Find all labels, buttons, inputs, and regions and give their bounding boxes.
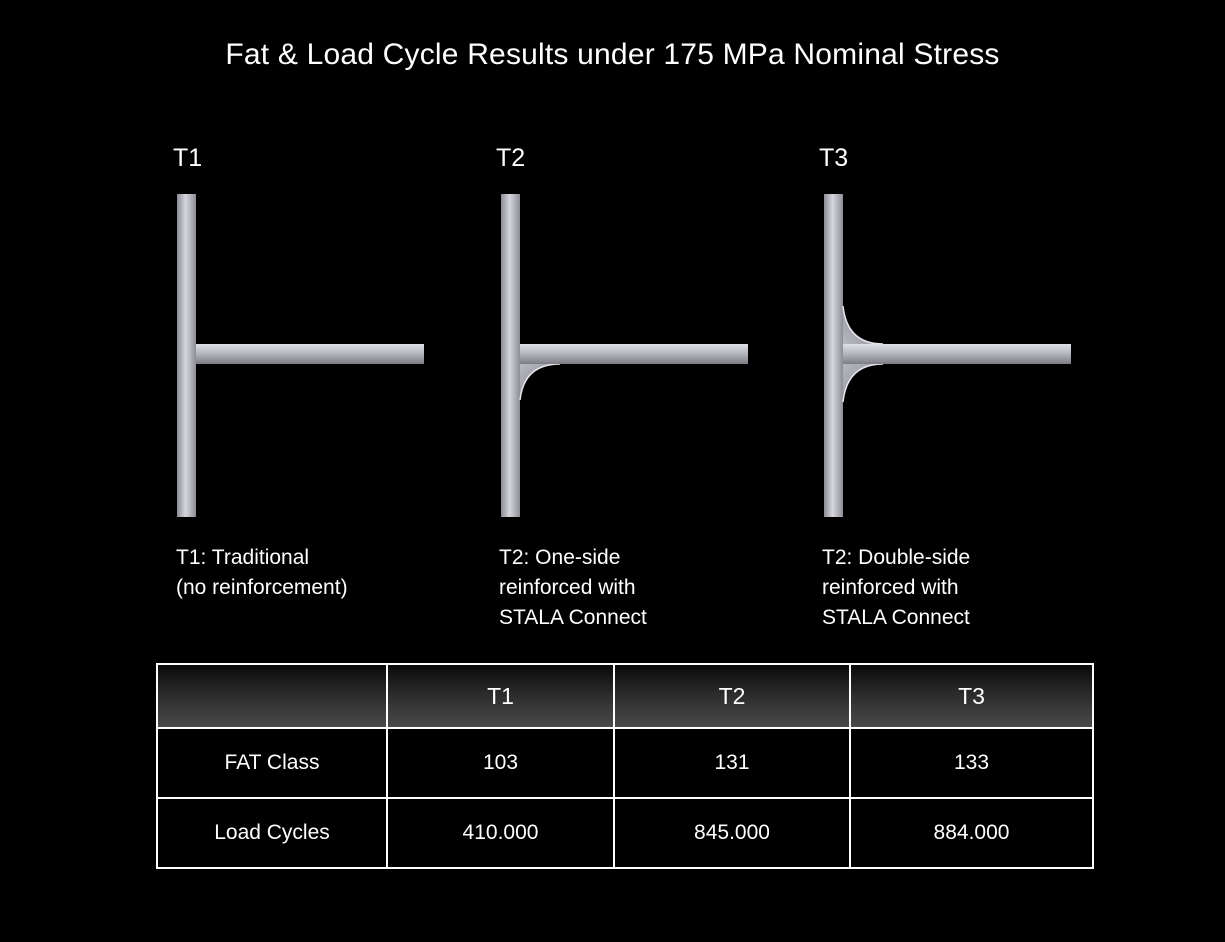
caption-line: reinforced with: [822, 576, 959, 599]
fillet-reinforcement-bottom: [842, 363, 884, 403]
horizontal-plate: [843, 344, 1071, 364]
caption-line: reinforced with: [499, 576, 636, 599]
vertical-plate: [177, 194, 196, 517]
vertical-plate: [501, 194, 520, 517]
table-header-row: T1 T2 T3: [156, 663, 1094, 729]
caption-line: T2: One-side: [499, 546, 621, 569]
caption-line: T2: Double-side: [822, 546, 971, 569]
caption-t1: T1: Traditional (no reinforcement): [176, 543, 348, 603]
caption-t2: T2: One-side reinforced with STALA Conne…: [499, 543, 647, 633]
table-cell: 884.000: [849, 797, 1094, 869]
specimen-label-t1: T1: [173, 144, 203, 172]
caption-line: STALA Connect: [822, 606, 970, 629]
table-cell: 133: [849, 727, 1094, 799]
t1-joint-illustration: [177, 194, 424, 517]
caption-line: T1: Traditional: [176, 546, 310, 569]
page-title: Fat & Load Cycle Results under 175 MPa N…: [225, 38, 1000, 71]
table-header-cell: T2: [613, 663, 851, 729]
fillet-reinforcement-bottom: [519, 363, 561, 401]
caption-t3: T2: Double-side reinforced with STALA Co…: [822, 543, 970, 633]
vertical-plate: [824, 194, 843, 517]
row-label: FAT Class: [156, 727, 388, 799]
fillet-reinforcement-top: [842, 305, 884, 345]
table-header-cell: T3: [849, 663, 1094, 729]
caption-line: (no reinforcement): [176, 576, 348, 599]
table-header-cell: T1: [386, 663, 615, 729]
specimen-label-t2: T2: [496, 144, 526, 172]
table-cell: 103: [386, 727, 615, 799]
row-label: Load Cycles: [156, 797, 388, 869]
horizontal-plate: [196, 344, 424, 364]
t3-joint-illustration: [824, 194, 1071, 517]
t2-joint-illustration: [501, 194, 748, 517]
results-table: T1 T2 T3 FAT Class 103 131 133 Load Cycl…: [156, 663, 1094, 869]
table-cell: 131: [613, 727, 851, 799]
specimen-label-t3: T3: [819, 144, 849, 172]
table-cell: 845.000: [613, 797, 851, 869]
caption-line: STALA Connect: [499, 606, 647, 629]
table-header-cell: [156, 663, 388, 729]
table-cell: 410.000: [386, 797, 615, 869]
horizontal-plate: [520, 344, 748, 364]
table-row: FAT Class 103 131 133: [156, 727, 1094, 799]
table-row: Load Cycles 410.000 845.000 884.000: [156, 797, 1094, 869]
